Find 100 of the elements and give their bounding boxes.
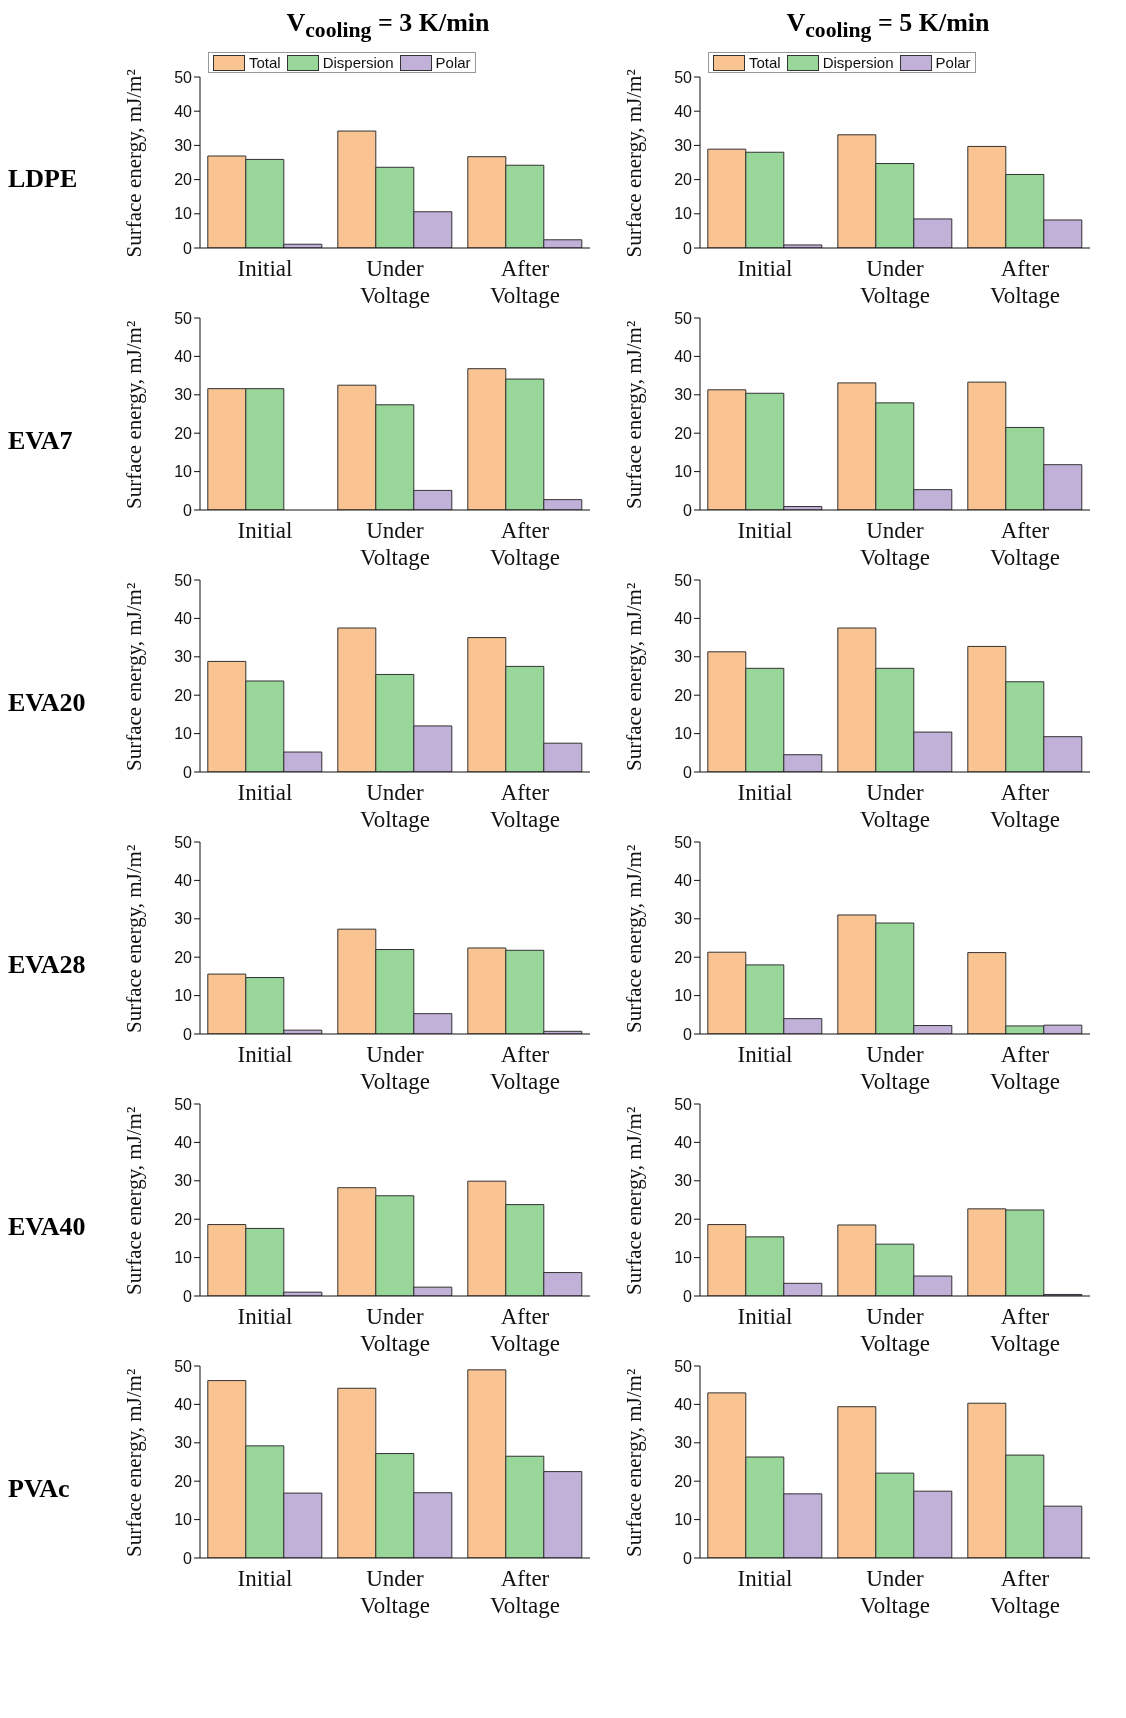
y-axis-title: Surface energy, mJ/m²: [122, 69, 147, 258]
y-tick-label: 0: [683, 1287, 693, 1305]
y-tick-label: 10: [174, 205, 193, 223]
y-tick-label: 20: [174, 424, 193, 442]
y-tick-label: 40: [174, 1134, 193, 1152]
y-tick-label: 10: [674, 1249, 693, 1267]
y-tick-label: 40: [174, 1396, 193, 1414]
y-tick-label: 30: [674, 137, 693, 155]
y-tick-label: 10: [174, 987, 193, 1005]
x-tick-label: After Voltage: [990, 256, 1060, 308]
y-tick-label: 0: [683, 763, 693, 781]
y-tick-label: 0: [183, 1025, 193, 1043]
x-tick-label: After Voltage: [990, 518, 1060, 570]
x-tick-label: Under Voltage: [360, 256, 430, 308]
y-axis-title: Surface energy, mJ/m²: [122, 320, 147, 509]
y-axis-title: Surface energy, mJ/m²: [622, 844, 647, 1033]
y-tick-label: 0: [183, 1549, 193, 1567]
y-tick-label: 20: [674, 1210, 693, 1228]
y-tick-label: 20: [674, 171, 693, 189]
x-tick-label: Under Voltage: [360, 1042, 430, 1094]
x-tick-label: After Voltage: [490, 1042, 560, 1094]
y-tick-label: 50: [674, 1357, 693, 1375]
x-tick-label: Initial: [737, 1304, 793, 1329]
y-tick-label: 0: [183, 501, 193, 519]
y-tick-label: 30: [174, 137, 193, 155]
y-tick-label: 50: [674, 309, 693, 327]
y-tick-label: 50: [674, 1095, 693, 1113]
y-tick-label: 40: [174, 872, 193, 890]
y-tick-label: 50: [174, 571, 193, 589]
y-tick-label: 10: [674, 463, 693, 481]
y-axis-title: Surface energy, mJ/m²: [622, 582, 647, 771]
x-tick-label: Under Voltage: [360, 518, 430, 570]
y-tick-label: 30: [174, 648, 193, 666]
y-tick-label: 0: [183, 239, 193, 257]
y-tick-label: 30: [674, 1172, 693, 1190]
x-tick-label: Under Voltage: [360, 780, 430, 832]
y-tick-label: 10: [674, 1511, 693, 1529]
y-tick-label: 40: [674, 102, 693, 120]
y-tick-label: 30: [674, 648, 693, 666]
y-tick-label: 40: [174, 102, 193, 120]
y-tick-label: 20: [674, 686, 693, 704]
y-axis-title: Surface energy, mJ/m²: [122, 1368, 147, 1557]
y-tick-label: 30: [674, 386, 693, 404]
y-tick-label: 20: [174, 686, 193, 704]
text: EVA20: [8, 688, 86, 718]
x-tick-label: Initial: [237, 256, 293, 281]
y-tick-label: 10: [174, 463, 193, 481]
y-tick-label: 10: [674, 987, 693, 1005]
x-tick-label: Under Voltage: [360, 1566, 430, 1618]
y-tick-label: 20: [174, 948, 193, 966]
x-tick-label: Under Voltage: [860, 518, 930, 570]
x-tick-label: Under Voltage: [860, 1304, 930, 1356]
y-tick-label: 40: [674, 610, 693, 628]
legend-label: Dispersion: [821, 54, 894, 71]
text: EVA40: [8, 1212, 86, 1242]
y-tick-label: 50: [674, 833, 693, 851]
y-tick-label: 0: [183, 1287, 193, 1305]
y-tick-label: 0: [683, 1025, 693, 1043]
x-tick-label: Initial: [737, 780, 793, 805]
y-axis-title: Surface energy, mJ/m²: [122, 1106, 147, 1295]
x-tick-label: Under Voltage: [860, 780, 930, 832]
y-tick-label: 50: [174, 833, 193, 851]
y-tick-label: 30: [174, 386, 193, 404]
x-tick-label: Under Voltage: [360, 1304, 430, 1356]
text: LDPE: [8, 164, 78, 194]
y-tick-label: 50: [674, 68, 693, 86]
y-tick-label: 10: [674, 725, 693, 743]
x-tick-label: Initial: [237, 1304, 293, 1329]
y-tick-label: 10: [674, 205, 693, 223]
x-tick-label: After Voltage: [990, 780, 1060, 832]
x-tick-label: Initial: [737, 1042, 793, 1067]
y-axis-title: Surface energy, mJ/m²: [622, 320, 647, 509]
y-tick-label: 0: [683, 1549, 693, 1567]
y-tick-label: 30: [674, 910, 693, 928]
x-tick-label: After Voltage: [490, 1304, 560, 1356]
y-tick-label: 30: [174, 910, 193, 928]
y-axis-title: Surface energy, mJ/m²: [122, 844, 147, 1033]
y-tick-label: 20: [174, 1210, 193, 1228]
x-tick-label: Under Voltage: [860, 1042, 930, 1094]
y-tick-label: 40: [174, 348, 193, 366]
x-tick-label: After Voltage: [990, 1566, 1060, 1618]
legend-label: Total: [748, 54, 781, 71]
y-tick-label: 0: [683, 501, 693, 519]
legend-label: Polar: [934, 54, 971, 71]
y-tick-label: 40: [674, 872, 693, 890]
y-tick-label: 50: [174, 68, 193, 86]
y-tick-label: 50: [674, 571, 693, 589]
y-axis-title: Surface energy, mJ/m²: [622, 1368, 647, 1557]
y-tick-label: 20: [674, 1472, 693, 1490]
x-tick-label: After Voltage: [490, 518, 560, 570]
legend-label: Dispersion: [321, 54, 394, 71]
y-tick-label: 0: [683, 239, 693, 257]
x-tick-label: After Voltage: [490, 256, 560, 308]
text: PVAc: [8, 1474, 70, 1504]
y-tick-label: 50: [174, 309, 193, 327]
y-tick-label: 20: [674, 424, 693, 442]
y-tick-label: 40: [174, 610, 193, 628]
x-tick-label: After Voltage: [490, 1566, 560, 1618]
x-tick-label: Initial: [237, 1566, 293, 1591]
y-tick-label: 40: [674, 1134, 693, 1152]
